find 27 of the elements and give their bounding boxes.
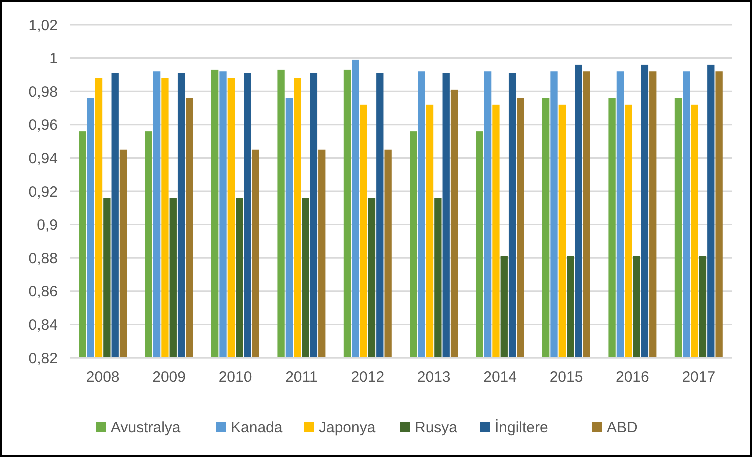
x-tick-label: 2011 <box>286 369 318 386</box>
y-tick-label: 0,86 <box>28 284 58 301</box>
y-tick-label: 0,82 <box>28 350 58 368</box>
x-tick-label: 2008 <box>86 369 120 386</box>
legend-label: Avustralya <box>111 419 182 436</box>
x-tick-label: 2017 <box>682 369 716 386</box>
y-tick-label: 0,98 <box>28 84 58 101</box>
x-tick-label: 2015 <box>550 369 584 386</box>
y-tick-label: 0,84 <box>28 316 58 334</box>
x-tick-label: 2016 <box>616 369 650 386</box>
legend-label: ABD <box>607 419 638 436</box>
x-tick-label: 2010 <box>218 369 252 386</box>
legend-label: İngiltere <box>495 418 548 436</box>
y-tick-label: 0,94 <box>28 150 58 168</box>
y-tick-label: 1,02 <box>28 17 58 34</box>
y-tick-label: 0,9 <box>37 217 58 234</box>
y-tick-label: 0,96 <box>28 117 58 134</box>
legend-label: Rusya <box>415 419 458 436</box>
y-tick-label: 1 <box>50 50 58 68</box>
legend-label: Japonya <box>319 419 376 436</box>
y-tick-label: 0,92 <box>28 184 58 201</box>
x-tick-label: 2012 <box>351 369 385 386</box>
x-tick-label: 2014 <box>484 369 517 386</box>
legend-label: Kanada <box>231 419 284 436</box>
y-tick-label: 0,88 <box>28 250 58 268</box>
x-tick-label: 2013 <box>417 369 451 386</box>
x-tick-label: 2009 <box>152 369 186 386</box>
